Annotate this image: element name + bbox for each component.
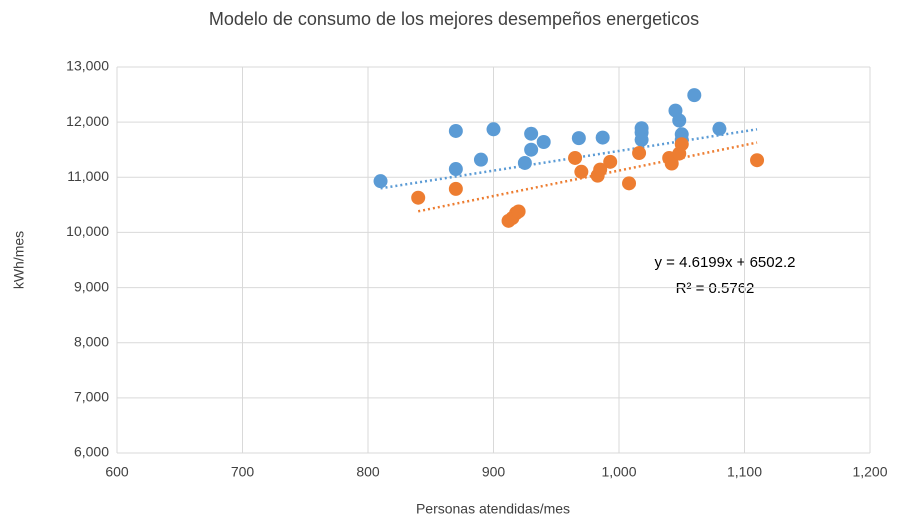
x-tick-label: 1,200 (852, 464, 887, 480)
point (536, 134, 551, 149)
y-tick-label: 6,000 (74, 444, 109, 460)
point (524, 126, 539, 141)
point (574, 164, 589, 179)
point (448, 162, 463, 177)
point (603, 154, 618, 169)
point (517, 155, 532, 170)
point (511, 204, 526, 219)
x-tick-label: 700 (231, 464, 255, 480)
point (411, 190, 426, 205)
x-tick-label: 800 (356, 464, 380, 480)
x-tick-label: 600 (105, 464, 129, 480)
x-tick-label: 1,100 (727, 464, 762, 480)
point (473, 152, 488, 167)
point (448, 181, 463, 196)
point (571, 131, 586, 146)
point (524, 142, 539, 157)
point (632, 146, 647, 161)
point (622, 176, 637, 191)
y-tick-label: 9,000 (74, 278, 109, 294)
x-axis-label: Personas atendidas/mes (416, 501, 570, 517)
y-tick-label: 7,000 (74, 389, 109, 405)
chart-title: Modelo de consumo de los mejores desempe… (209, 9, 699, 29)
y-tick-label: 8,000 (74, 333, 109, 349)
point (634, 132, 649, 147)
point (593, 162, 608, 177)
point (448, 123, 463, 138)
point (750, 153, 765, 168)
point (712, 121, 727, 136)
x-tick-label: 900 (482, 464, 506, 480)
annotation: y = 4.6199x + 6502.2 (655, 254, 796, 271)
y-tick-label: 13,000 (66, 58, 109, 74)
y-tick-label: 11,000 (67, 168, 109, 184)
point (672, 113, 687, 128)
point (595, 130, 610, 145)
point (687, 88, 702, 103)
point (486, 122, 501, 137)
x-tick-label: 1,000 (601, 464, 636, 480)
y-tick-label: 10,000 (66, 223, 109, 239)
y-tick-label: 12,000 (66, 113, 109, 129)
point (568, 150, 583, 165)
annotation: R² = 0.5762 (676, 280, 755, 297)
point (664, 156, 679, 171)
point (373, 174, 388, 189)
point (674, 137, 689, 152)
y-axis-label: kWh/mes (11, 231, 27, 289)
